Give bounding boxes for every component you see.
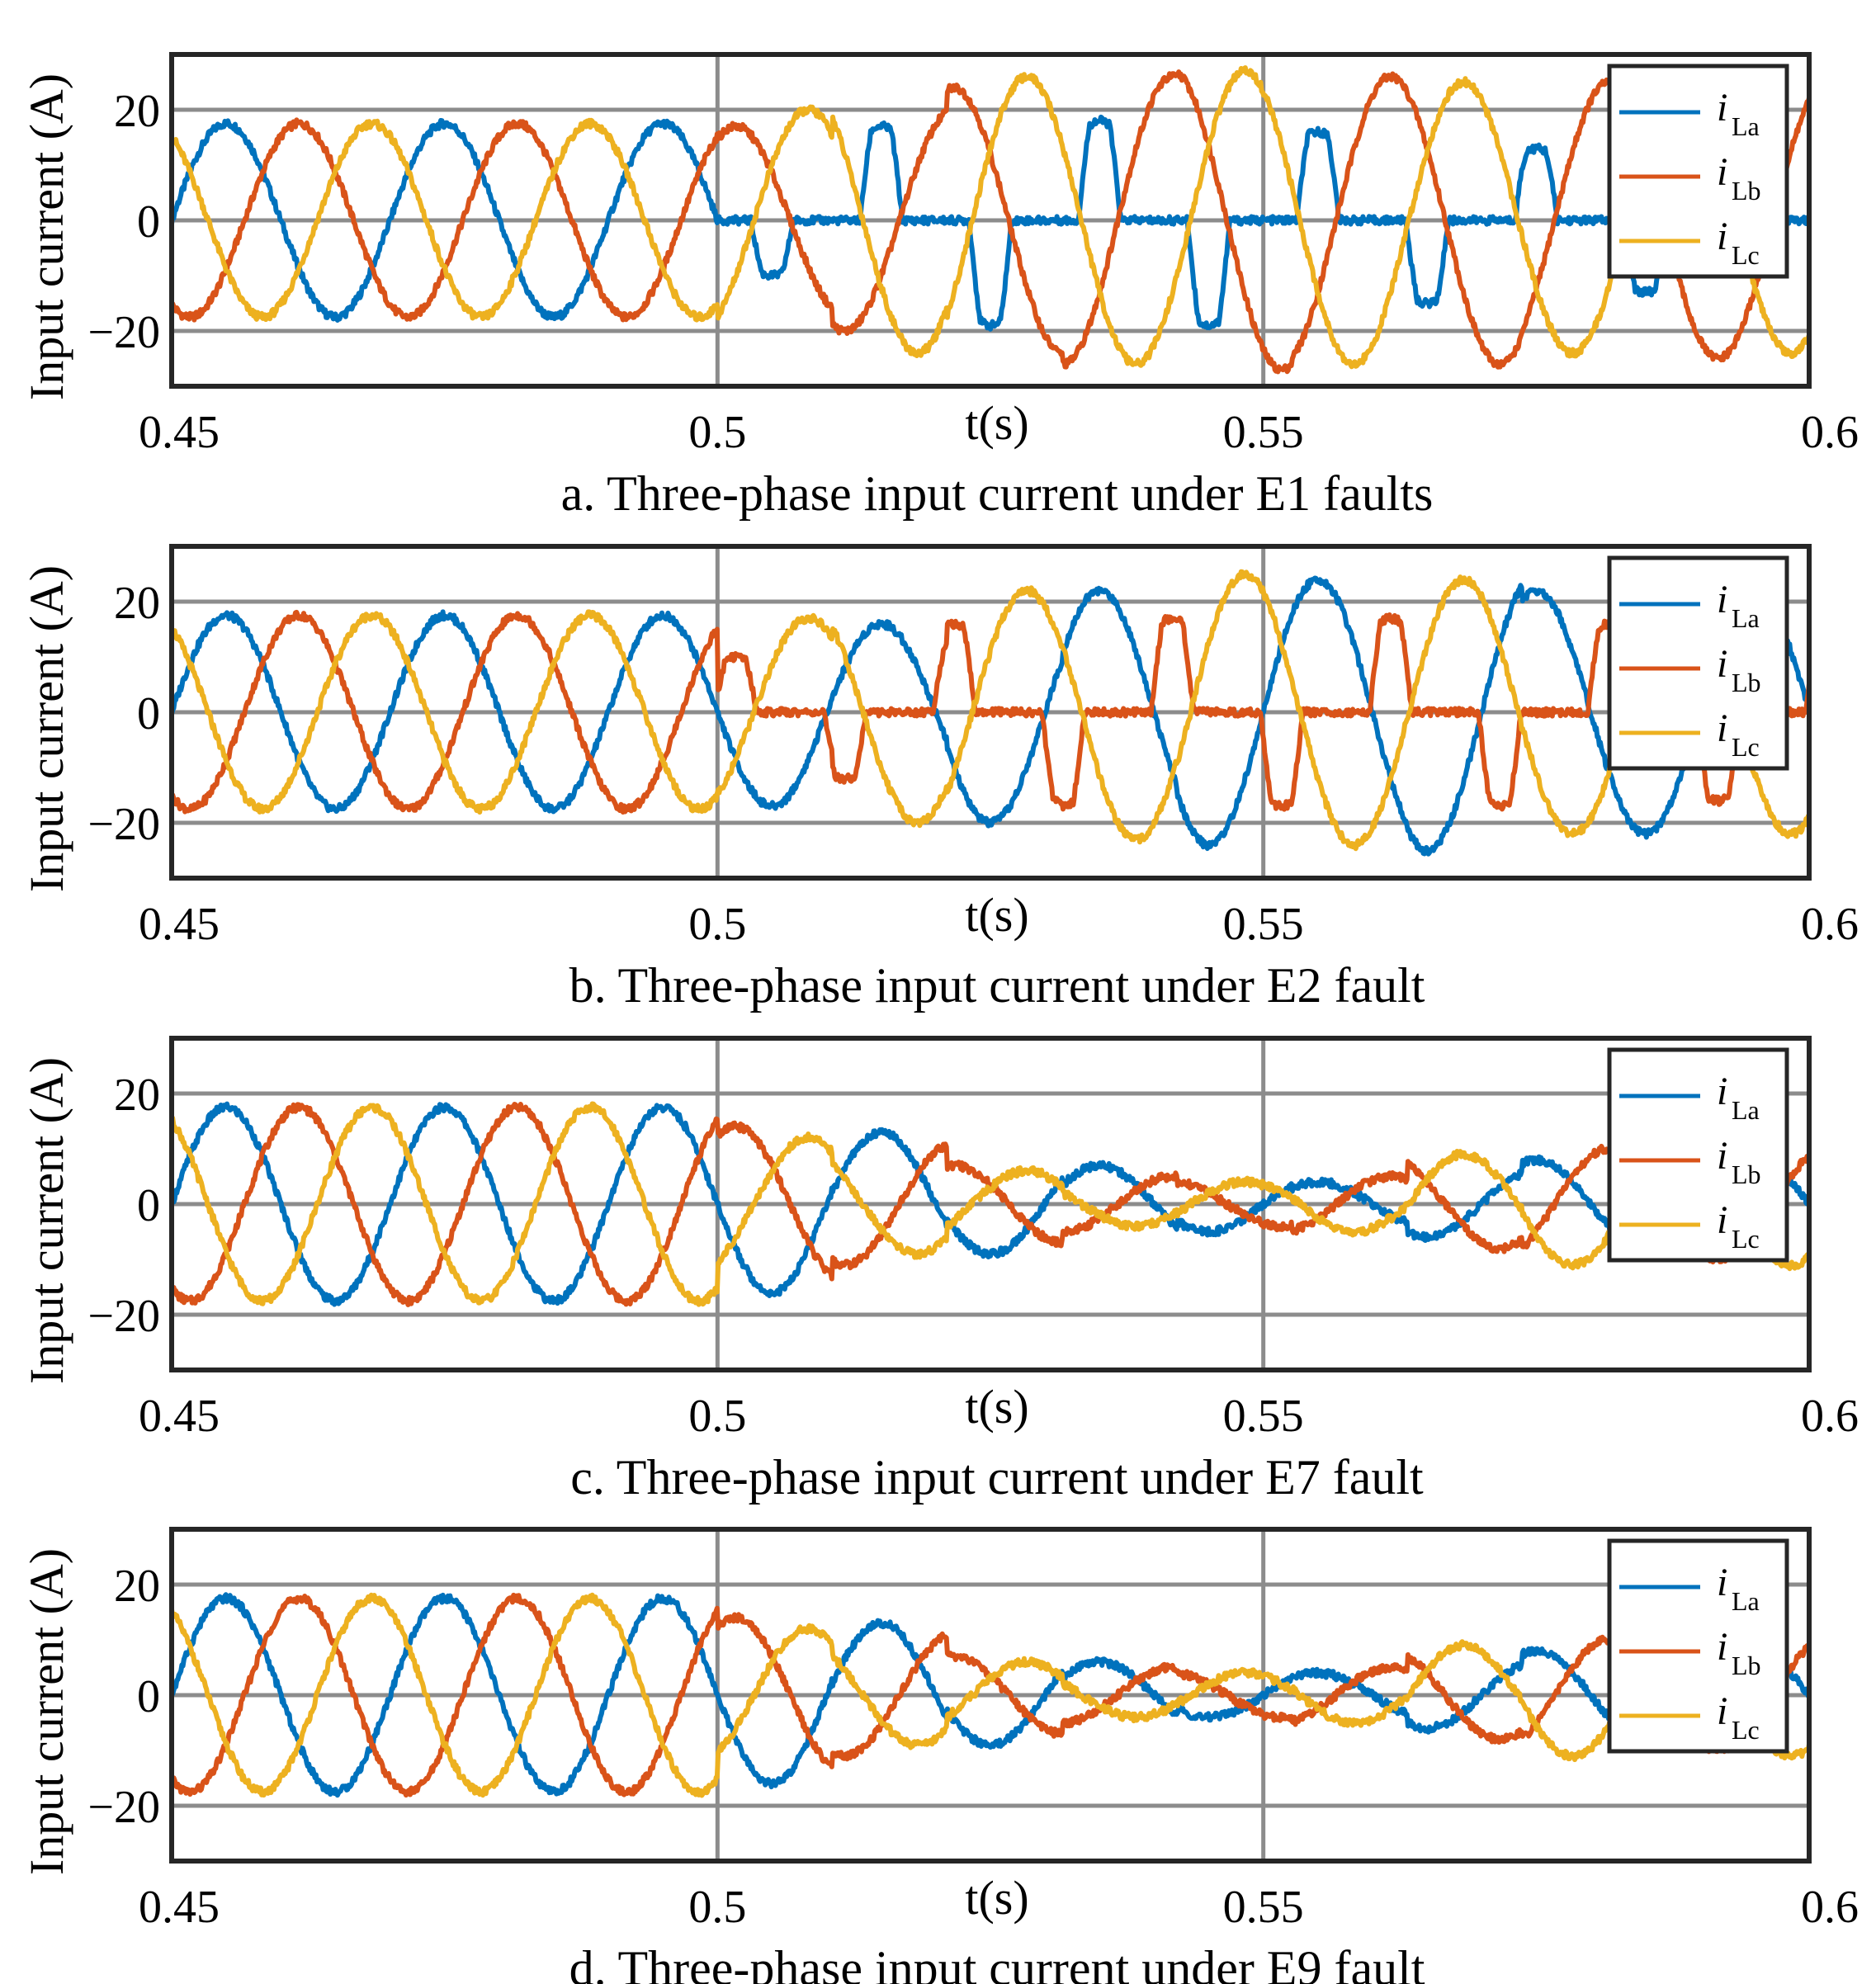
series-line-iLa <box>172 1592 1809 1798</box>
traces <box>172 65 1809 375</box>
x-tick-label: 0.55 <box>1223 899 1304 950</box>
y-tick-label: 20 <box>114 86 160 137</box>
y-tick-label: 0 <box>137 196 160 248</box>
traces <box>172 569 1809 857</box>
series-line-iLc <box>172 569 1809 852</box>
legend-box <box>1607 64 1789 279</box>
traces <box>172 1101 1809 1307</box>
series-line-iLc <box>172 1101 1809 1307</box>
legend-sublabel-iLa: La <box>1732 1586 1760 1616</box>
legend: i Lai Lbi Lc <box>1607 555 1789 771</box>
y-axis-title: Input current (A) <box>20 1057 73 1384</box>
legend-sublabel-iLa: La <box>1732 1095 1760 1125</box>
y-axis-title: Input current (A) <box>20 1548 73 1875</box>
legend-sublabel-iLb: Lb <box>1732 176 1761 205</box>
legend-label-iLa: i <box>1717 578 1727 621</box>
series-line-iLa <box>172 575 1809 857</box>
legend-label-iLa: i <box>1717 1070 1727 1113</box>
x-tick-label: 0.5 <box>688 407 746 458</box>
series-line-iLc <box>172 65 1809 370</box>
y-tick-label: 0 <box>137 1671 160 1722</box>
legend-label-iLc: i <box>1717 215 1727 258</box>
legend-sublabel-iLc: Lc <box>1732 1715 1760 1745</box>
panel-a: 20 0 −20 0.45 0.5 0.55 0.6 t(s) Input current (A… <box>20 52 1859 521</box>
legend-sublabel-iLc: Lc <box>1732 1224 1760 1254</box>
series-line-iLc <box>172 1592 1809 1798</box>
y-tick-label: 20 <box>114 1070 160 1121</box>
x-tick-label: 0.6 <box>1801 407 1859 458</box>
y-tick-label: −20 <box>87 1291 160 1342</box>
series-line-iLa <box>172 1101 1809 1307</box>
x-tick-label: 0.5 <box>688 1882 746 1933</box>
legend-label-iLc: i <box>1717 1198 1727 1242</box>
panel-caption: a. Three-phase input current under E1 fa… <box>561 466 1434 521</box>
axes-box <box>169 1527 1812 1864</box>
x-tick-label: 0.55 <box>1223 407 1304 458</box>
panel-caption: d. Three-phase input current under E9 fa… <box>569 1941 1425 1984</box>
legend-sublabel-iLb: Lb <box>1732 1160 1761 1189</box>
x-tick-label: 0.5 <box>688 899 746 950</box>
axes-box <box>169 1036 1812 1372</box>
panel-c: 20 0 −20 0.45 0.5 0.55 0.6 t(s) Input current (A… <box>20 1036 1859 1505</box>
legend-label-iLc: i <box>1717 1689 1727 1733</box>
legend-sublabel-iLa: La <box>1732 111 1760 141</box>
y-tick-label: 0 <box>137 1180 160 1231</box>
x-tick-label: 0.55 <box>1223 1882 1304 1933</box>
x-axis-title: t(s) <box>965 1380 1028 1434</box>
x-axis-title: t(s) <box>965 888 1028 942</box>
traces <box>172 1592 1809 1798</box>
legend-box <box>1607 555 1789 771</box>
x-axis-title: t(s) <box>965 1871 1028 1925</box>
legend-sublabel-iLa: La <box>1732 603 1760 633</box>
legend: i Lai Lbi Lc <box>1607 64 1789 279</box>
legend-label-iLc: i <box>1717 706 1727 750</box>
series-line-iLa <box>172 114 1809 332</box>
y-tick-label: 20 <box>114 578 160 629</box>
legend-label-iLb: i <box>1717 150 1727 194</box>
y-tick-label: −20 <box>87 307 160 358</box>
legend-sublabel-iLb: Lb <box>1732 668 1761 697</box>
x-tick-label: 0.45 <box>139 899 220 950</box>
legend-label-iLb: i <box>1717 1625 1727 1669</box>
x-tick-label: 0.6 <box>1801 1882 1859 1933</box>
legend-label-iLb: i <box>1717 642 1727 686</box>
axes-box <box>169 544 1812 881</box>
y-tick-label: −20 <box>87 799 160 850</box>
y-axis-title: Input current (A) <box>20 565 73 892</box>
legend-sublabel-iLc: Lc <box>1732 732 1760 762</box>
x-tick-label: 0.45 <box>139 1882 220 1933</box>
y-tick-label: 0 <box>137 688 160 739</box>
legend: i Lai Lbi Lc <box>1607 1538 1789 1754</box>
panel-b: 20 0 −20 0.45 0.5 0.55 0.6 t(s) Input current (A… <box>20 544 1859 1013</box>
legend-label-iLa: i <box>1717 86 1727 130</box>
legend-sublabel-iLb: Lb <box>1732 1651 1761 1680</box>
x-tick-label: 0.55 <box>1223 1391 1304 1442</box>
legend-box <box>1607 1047 1789 1263</box>
x-tick-label: 0.45 <box>139 1391 220 1442</box>
x-axis-title: t(s) <box>965 396 1028 450</box>
panel-caption: b. Three-phase input current under E2 fa… <box>569 958 1425 1013</box>
x-tick-label: 0.6 <box>1801 899 1859 950</box>
axes-box <box>169 52 1812 389</box>
panel-caption: c. Three-phase input current under E7 fa… <box>570 1450 1424 1505</box>
y-axis-title: Input current (A) <box>20 73 73 400</box>
x-tick-label: 0.6 <box>1801 1391 1859 1442</box>
x-tick-label: 0.5 <box>688 1391 746 1442</box>
legend: i Lai Lbi Lc <box>1607 1047 1789 1263</box>
panel-d: 20 0 −20 0.45 0.5 0.55 0.6 t(s) Input current (A… <box>20 1527 1859 1984</box>
legend-box <box>1607 1538 1789 1754</box>
y-tick-label: 20 <box>114 1561 160 1612</box>
legend-sublabel-iLc: Lc <box>1732 240 1760 270</box>
y-tick-label: −20 <box>87 1782 160 1833</box>
x-tick-label: 0.45 <box>139 407 220 458</box>
legend-label-iLa: i <box>1717 1561 1727 1604</box>
legend-label-iLb: i <box>1717 1134 1727 1178</box>
